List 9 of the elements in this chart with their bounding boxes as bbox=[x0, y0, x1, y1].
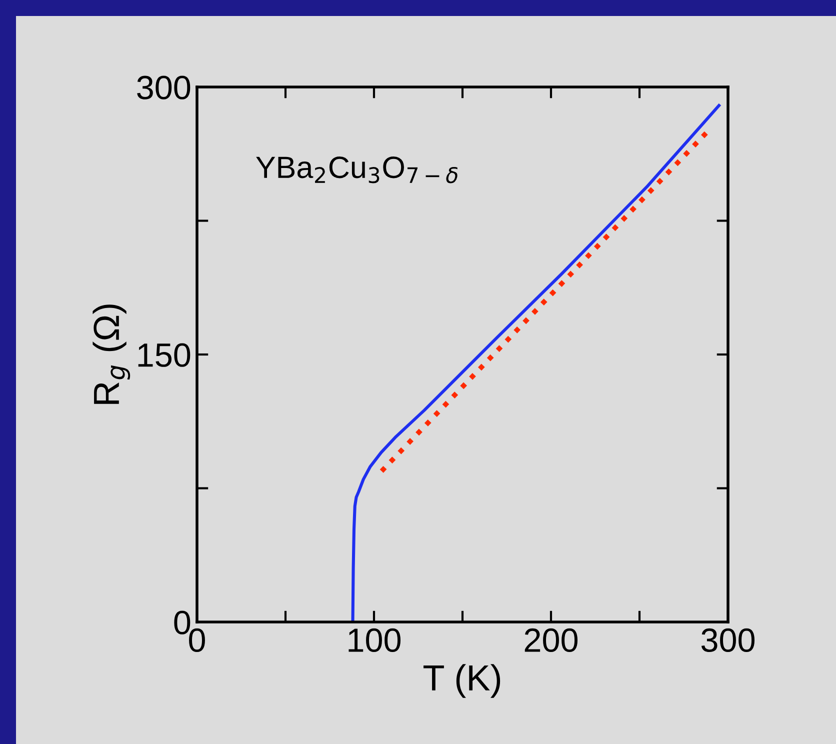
x-tick-label: 200 bbox=[524, 628, 578, 652]
y-tick-label: 150 bbox=[138, 343, 190, 367]
x-axis-title: T (K) bbox=[424, 664, 500, 698]
annotation: YBa$_{2}$Cu$_{3}$O$_{7−δ}$ bbox=[256, 156, 458, 184]
y-tick-label: 300 bbox=[137, 76, 190, 100]
x-tick-label: 100 bbox=[348, 628, 401, 652]
y-tick-label: 0 bbox=[174, 610, 190, 634]
x-tick-label: 300 bbox=[701, 628, 755, 652]
y-axis-title: R$_{g}$ (Ω) bbox=[92, 304, 130, 404]
